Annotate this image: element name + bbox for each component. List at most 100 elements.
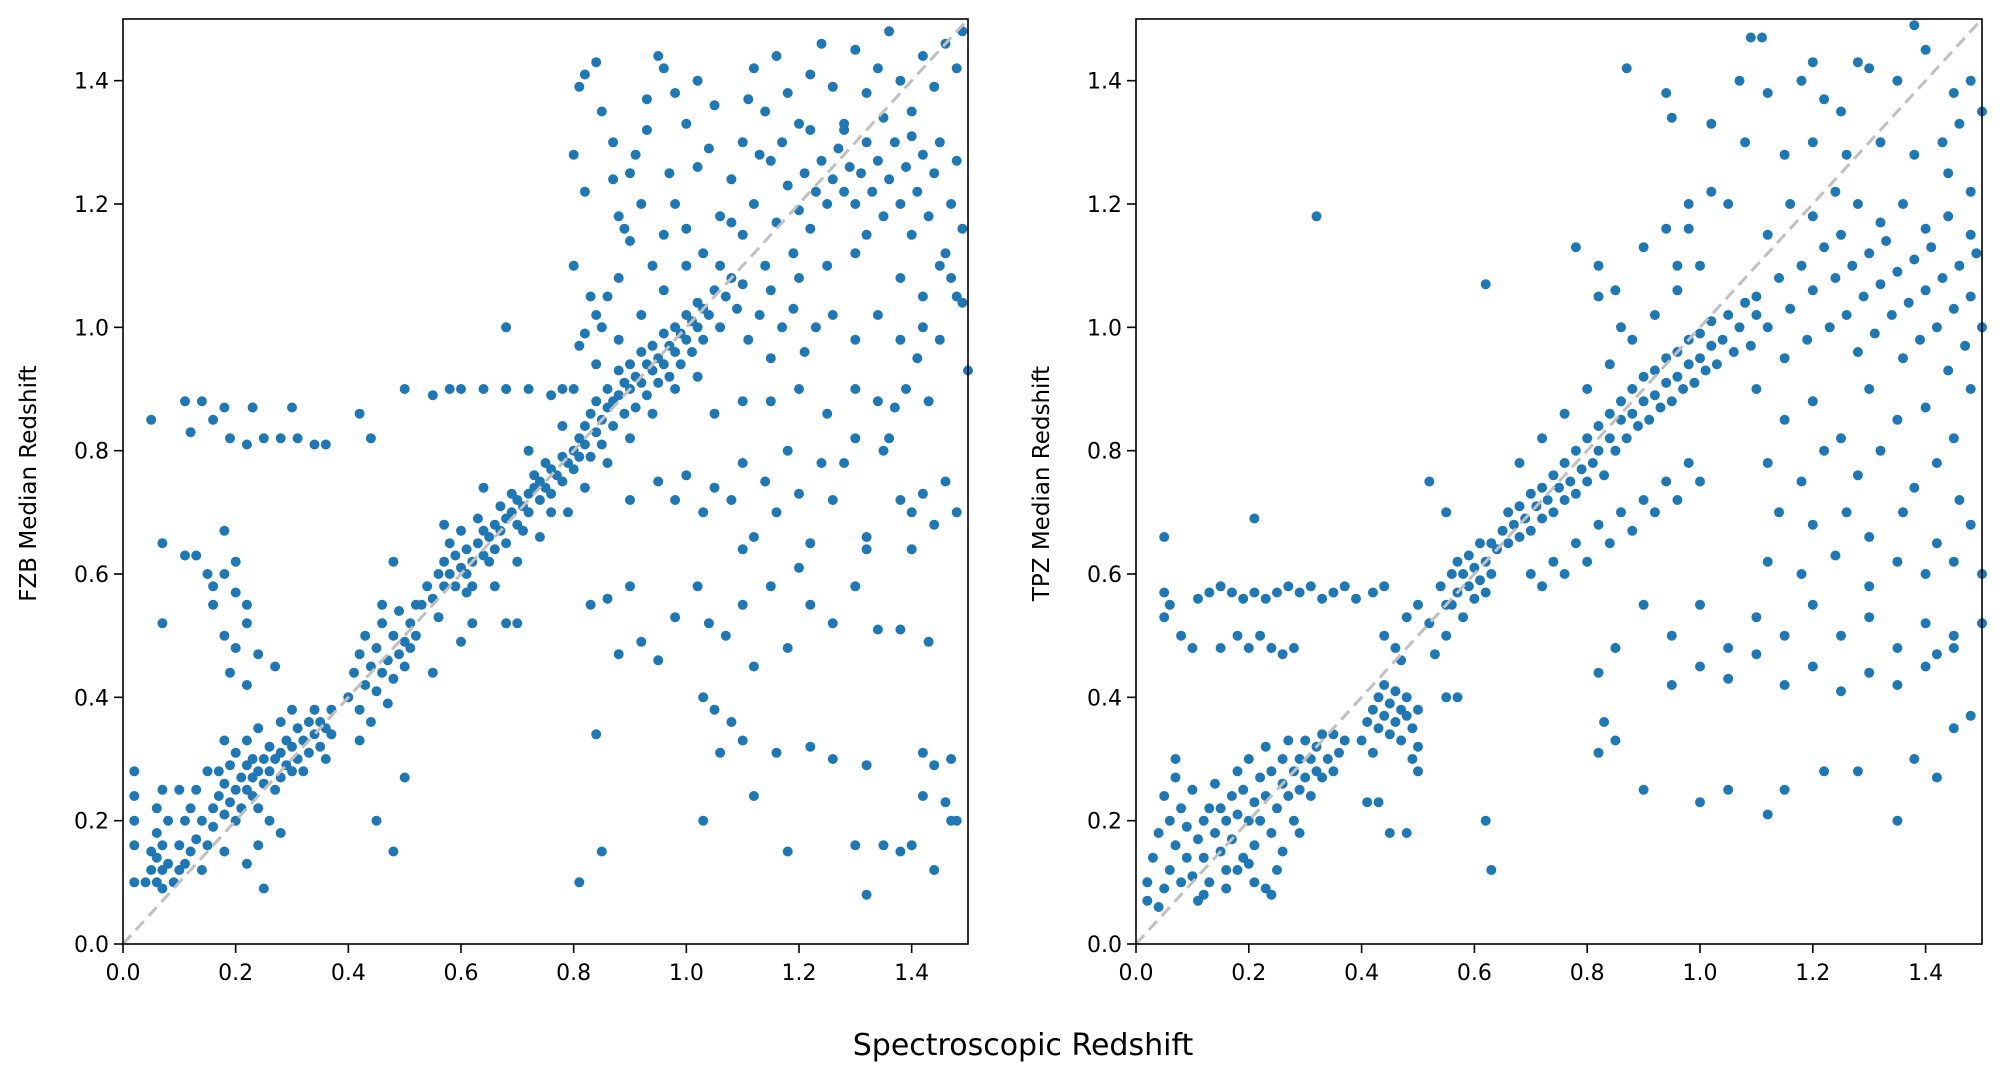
fzb-point [861,137,872,148]
tpz-point [1661,223,1672,234]
fzb-point [213,791,224,801]
fzb-point [670,347,681,357]
tpz-point [1514,501,1525,512]
tpz-point [1198,889,1209,900]
fzb-point [805,125,816,135]
tpz-point [1965,519,1976,530]
fzb-point [180,550,190,561]
tpz-point [1458,612,1469,623]
fzb-point [208,599,219,610]
fzb-point [591,310,602,320]
fzb-point [388,846,399,857]
tpz-point [1458,569,1469,579]
tpz-point [1407,723,1418,734]
fzb-point [326,729,337,740]
tpz-point [1497,525,1508,536]
fzb-point [439,519,450,530]
fzb-point [850,334,861,345]
tpz-point [1695,353,1705,364]
tpz-point [1892,680,1903,690]
fzb-point [951,155,962,166]
tpz-point [1807,137,1818,148]
tpz-point [1565,476,1576,487]
tpz-x-tick-label: 0.2 [1231,961,1266,986]
fzb-point [709,704,720,715]
scatter-panel-fzb: 0.0 0.2 0.4 0.6 0.8 1.0 1.2 1.4 0.0 0.2 0.4 0.6 0.8… [16,17,973,986]
fzb-point [450,581,461,592]
fzb-point [872,63,883,74]
tpz-point [1537,482,1548,493]
fzb-point [585,599,596,610]
fzb-point [929,168,940,179]
tpz-point [1413,766,1423,777]
fzb-point [292,723,303,734]
fzb-point [129,815,140,826]
fzb-point [833,143,844,154]
fzb-point [236,772,247,783]
fzb-point [906,229,917,240]
fzb-point [715,322,726,333]
tpz-point [1424,476,1435,487]
tpz-point [1570,445,1581,456]
fzb-point [827,754,838,764]
fzb-y-tick-label: 1.2 [74,193,109,218]
tpz-point [1706,340,1717,351]
fzb-point [923,211,934,222]
tpz-point [1356,735,1367,746]
fzb-point [512,556,523,567]
tpz-point [1762,229,1773,240]
fzb-point [151,803,162,814]
fzb-point [365,433,376,444]
fzb-point [315,741,326,752]
tpz-point [1441,630,1452,641]
tpz-point [1463,550,1474,561]
fzb-point [292,433,303,444]
fzb-point [275,433,286,444]
fzb-point [805,538,816,549]
fzb-point [850,581,861,592]
fzb-point [895,75,906,86]
fzb-point [405,618,416,629]
tpz-point [1255,630,1266,641]
fzb-points [129,26,973,900]
tpz-point [1413,741,1423,752]
tpz-point [1210,778,1220,789]
tpz-point [1181,852,1192,863]
tpz-point [1734,322,1745,333]
tpz-point [1317,729,1328,740]
tpz-point [1858,291,1869,302]
fzb-point [681,470,692,481]
tpz-point [1965,186,1976,197]
tpz-point [1807,57,1818,68]
tpz-point [1514,458,1525,468]
fzb-point [658,359,669,370]
fzb-point [743,334,754,345]
fzb-point [489,544,500,555]
tpz-point [1920,569,1931,579]
tpz-point [1441,507,1452,518]
fzb-point [484,556,495,567]
tpz-point [1384,828,1395,838]
fzb-point [613,211,624,222]
tpz-point [1604,359,1615,370]
fzb-point [444,384,455,394]
tpz-point [1948,723,1959,734]
tpz-point [1159,883,1170,894]
fzb-point [895,846,906,857]
fzb-point [906,131,917,142]
fzb-point [794,273,804,283]
fzb-point [518,525,528,536]
fzb-point [230,747,241,758]
tpz-point [1159,532,1170,542]
tpz-point [1379,710,1390,721]
tpz-point [1774,507,1784,518]
fzb-point [647,408,658,419]
fzb-point [309,439,320,450]
fzb-point [822,408,833,419]
tpz-point [1672,371,1683,382]
tpz-y-tick-label: 0.8 [1087,440,1122,465]
fzb-point [839,186,850,197]
tpz-point [1277,846,1288,857]
fzb-point [219,569,230,579]
tpz-point [1785,199,1796,209]
